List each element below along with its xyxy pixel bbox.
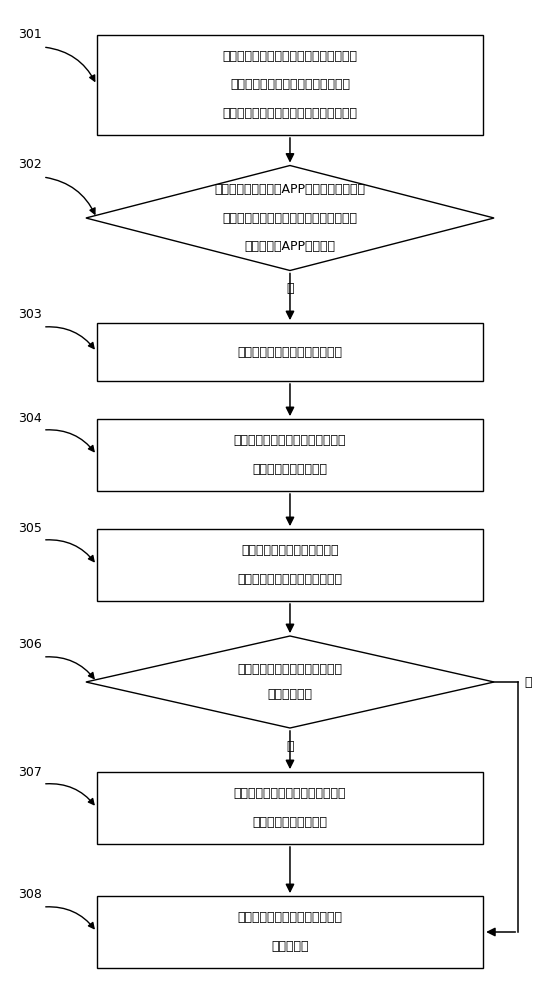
Text: 开销，获得总轮询开销: 开销，获得总轮询开销 (252, 463, 328, 476)
Text: 下对每个数据流进行处理的单次轮询开销: 下对每个数据流进行处理的单次轮询开销 (222, 107, 358, 120)
Text: 的轮询模式: 的轮询模式 (271, 940, 309, 953)
Text: 检测在中断模式下对每个数据流进行处理: 检测在中断模式下对每个数据流进行处理 (222, 50, 358, 63)
Text: 维持处理当前数据包的处理器核: 维持处理当前数据包的处理器核 (237, 911, 343, 924)
Text: 询模式切换至中断模式: 询模式切换至中断模式 (252, 816, 328, 829)
Bar (97, 896, 483, 968)
Bar (97, 323, 483, 381)
Text: 的单次中断开销，并检测在轮询模式: 的单次中断开销，并检测在轮询模式 (230, 79, 350, 92)
Text: 306: 306 (18, 639, 41, 652)
Text: 是: 是 (286, 282, 294, 295)
Text: 息，检测所述当前数据包所属数据流是否: 息，检测所述当前数据包所属数据流是否 (222, 212, 358, 225)
Bar (97, 529, 483, 601)
Text: 是: 是 (286, 740, 294, 752)
Polygon shape (86, 165, 494, 270)
Text: 305: 305 (18, 522, 41, 534)
Text: 302: 302 (18, 158, 41, 172)
Text: 307: 307 (18, 766, 41, 778)
Text: 根据所述每个数据流APP关键路径的说明信: 根据所述每个数据流APP关键路径的说明信 (214, 183, 366, 196)
Text: 301: 301 (18, 28, 41, 41)
Text: 根据所述轮询次数和所述单次轮询: 根据所述轮询次数和所述单次轮询 (234, 434, 346, 447)
Text: 303: 303 (18, 308, 41, 322)
Text: 304: 304 (18, 412, 41, 424)
Bar (97, 772, 483, 844)
Text: 判断所述总轮询开销是否大于所: 判断所述总轮询开销是否大于所 (237, 663, 343, 676)
Text: 述总中断开销: 述总中断开销 (267, 688, 313, 701)
Bar (97, 35, 483, 135)
Text: 具有对应的APP关键路径: 具有对应的APP关键路径 (244, 240, 336, 253)
Text: 否: 否 (525, 676, 532, 688)
Text: 308: 308 (18, 888, 41, 902)
Text: 将处理当前数据包的处理器核从轮: 将处理当前数据包的处理器核从轮 (234, 787, 346, 800)
Bar (97, 419, 483, 491)
Text: 在第一测量周期内检测轮询次数: 在第一测量周期内检测轮询次数 (237, 346, 343, 359)
Polygon shape (86, 636, 494, 728)
Text: 单次中断开销，获得总中断开销: 单次中断开销，获得总中断开销 (237, 573, 343, 586)
Text: 根据中断次数预估阈值和所述: 根据中断次数预估阈值和所述 (241, 544, 339, 557)
